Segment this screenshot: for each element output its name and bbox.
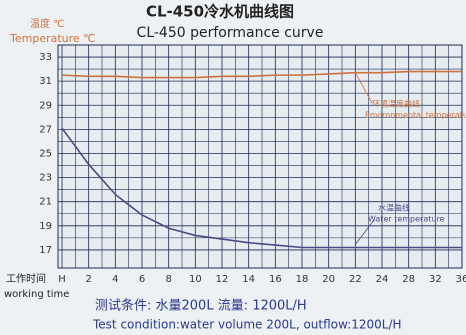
series-line — [61, 70, 462, 79]
test-condition-cn: 测试条件: 水量200L 流量: 1200L/H — [95, 298, 307, 314]
y-tick-label: 21 — [39, 197, 52, 208]
x-tick-label: 32 — [429, 274, 442, 285]
y-axis-label: Temperature ℃ — [9, 32, 96, 45]
leader — [354, 72, 373, 104]
x-tick-label: H — [58, 274, 66, 285]
annotation: Water temperature — [368, 215, 445, 224]
x-tick-label: 6 — [139, 274, 145, 285]
y-tick-label: 29 — [39, 100, 52, 111]
x-tick-label: 18 — [296, 274, 309, 285]
x-tick-label: 36 — [456, 274, 466, 285]
x-tick-label: 12 — [216, 274, 229, 285]
x-tick-label: 16 — [269, 274, 282, 285]
y-tick-label: 31 — [39, 76, 52, 87]
y-tick-label: 33 — [39, 52, 52, 63]
annotation: Environmental temperature — [365, 111, 466, 120]
leader — [355, 219, 375, 245]
test-condition: Test condition:water volume 200L, outflo… — [92, 318, 402, 332]
y-tick-label: 25 — [39, 148, 52, 159]
x-tick-label: 2 — [85, 274, 91, 285]
x-axis-label-cn: 工作时间 — [6, 272, 46, 285]
y-tick-label: 23 — [39, 173, 52, 184]
chart-subtitle: CL-450 performance curve — [137, 25, 324, 41]
annotation-cn: 水温曲线 — [378, 203, 410, 213]
x-tick-label: 20 — [322, 274, 335, 285]
y-tick-label: 27 — [39, 124, 52, 135]
y-tick-label: 19 — [39, 221, 52, 232]
x-tick-label: 4 — [112, 274, 118, 285]
y-axis-label-cn: 温度 ℃ — [30, 17, 64, 30]
x-tick-label: 10 — [189, 274, 202, 285]
x-tick-label: 24 — [376, 274, 389, 285]
x-axis-label: working time — [4, 289, 69, 300]
x-tick-label: 14 — [242, 274, 255, 285]
annotation-cn: 环境温度曲线 — [372, 99, 420, 109]
plot-area — [57, 44, 463, 269]
x-tick-label: 28 — [402, 274, 415, 285]
y-tick-label: 17 — [39, 245, 52, 256]
series-line — [61, 127, 462, 249]
x-tick-label: 22 — [349, 274, 362, 285]
x-tick-label: 8 — [165, 274, 171, 285]
chart-title: CL-450冷水机曲线图 — [146, 3, 294, 21]
